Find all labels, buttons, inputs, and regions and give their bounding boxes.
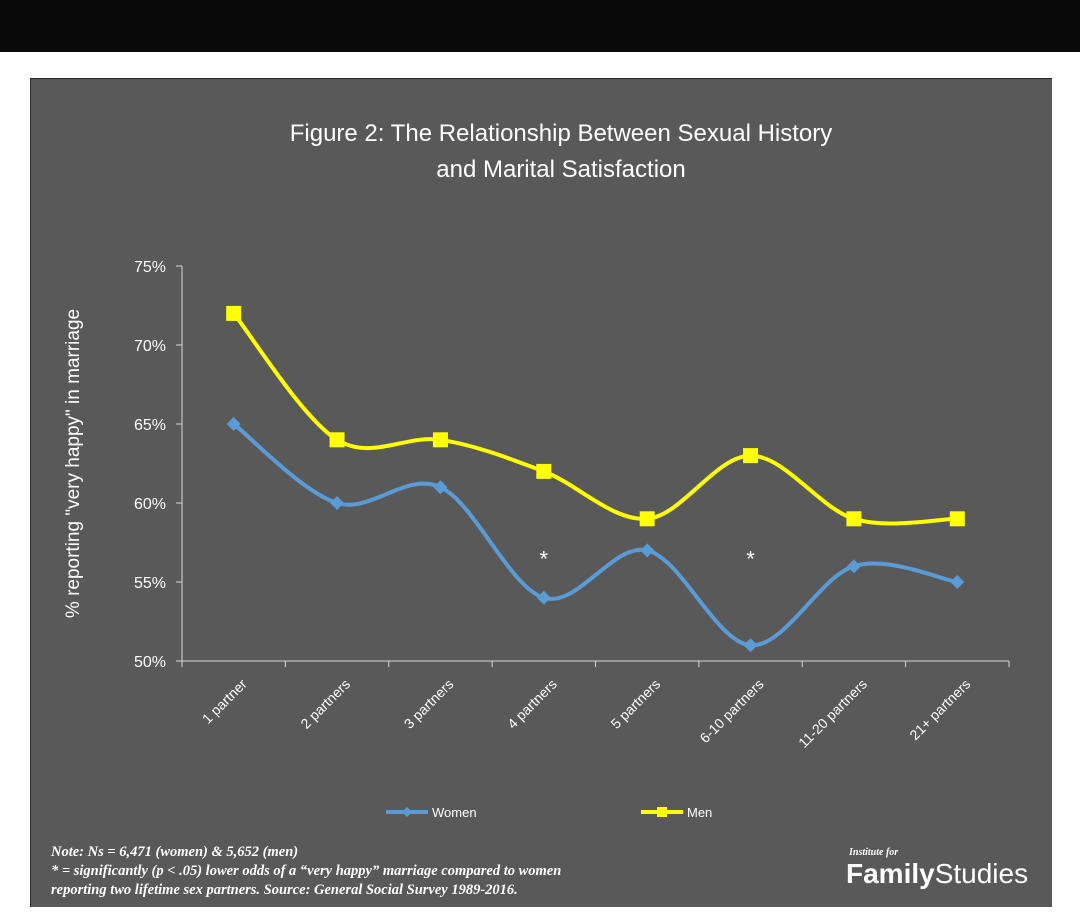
women-point [743,638,758,653]
significance-marker: * [746,547,755,572]
x-tick-label: 11-20 partners [795,676,870,751]
logo-regular-text: Studies [934,858,1029,889]
y-axis-label: % reporting "very happy" in marriage [63,309,84,618]
logo-bold-text: Family [846,858,935,889]
men-point [949,511,965,527]
women-series-line [231,422,960,648]
women-legend-marker [402,807,412,817]
top-bar [0,0,1080,52]
men-legend-marker [657,807,667,817]
y-tick-label: 70% [134,338,166,355]
note-line: * = significantly (p < .05) lower odds o… [51,863,562,879]
men-point [226,305,242,321]
chart-title-line: and Marital Satisfaction [436,156,685,183]
men-point [743,448,759,464]
chart-title-line: Figure 2: The Relationship Between Sexua… [290,120,833,147]
logo-small-text: Institute for [849,847,899,858]
y-tick-label: 55% [134,575,166,592]
x-tick-label: 6-10 partners [696,676,766,746]
x-tick-label: 5 partners [607,676,663,732]
men-point [329,432,345,448]
x-tick-label: 1 partner [199,676,250,727]
y-tick-label: 75% [134,259,166,276]
y-tick-label: 65% [134,417,166,434]
institute-logo: Institute for FamilyStudies [846,847,1046,889]
x-tick-label: 2 partners [297,676,353,732]
women-point [226,417,241,431]
women-point [536,590,551,605]
men-point [639,511,655,527]
women-point [950,575,965,589]
women-point [330,496,345,510]
women-point [433,480,448,495]
chart-note: Note: Ns = 6,471 (women) & 5,652 (men) *… [51,843,771,900]
note-line: Note: Ns = 6,471 (women) & 5,652 (men) [51,844,299,860]
y-tick-label: 60% [134,496,166,513]
significance-marker: * [540,547,549,572]
chart-panel: Figure 2: The Relationship Between Sexua… [30,78,1052,907]
x-tick-label: 4 partners [504,676,560,732]
men-point [536,463,552,479]
note-line: reporting two lifetime sex partners. Sou… [51,882,518,898]
men-point [846,511,862,527]
men-series-line [231,311,960,526]
men-point [432,432,448,448]
x-tick-label: 3 partners [401,676,457,732]
women-legend-label: Women [432,805,477,820]
women-point [846,559,861,574]
y-tick-label: 50% [134,654,166,671]
men-legend-label: Men [687,805,712,820]
women-point [640,543,655,558]
x-tick-label: 21+ partners [906,676,973,743]
chart: Figure 2: The Relationship Between Sexua… [63,120,1010,820]
